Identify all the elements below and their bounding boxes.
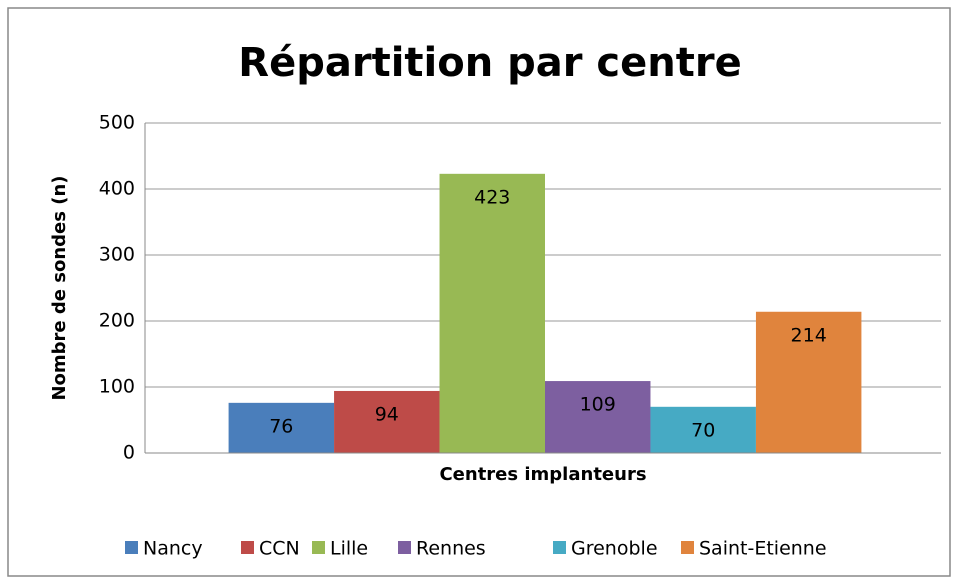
bar	[439, 173, 545, 453]
chart-title: Répartition par centre	[238, 40, 741, 86]
y-tick-label: 300	[99, 244, 135, 266]
legend-swatch	[125, 541, 138, 554]
data-label: 214	[791, 324, 827, 346]
legend-label: Nancy	[143, 538, 203, 560]
legend-swatch	[398, 541, 411, 554]
legend-label: CCN	[259, 538, 300, 560]
data-label: 76	[269, 415, 293, 437]
y-tick-label: 200	[99, 310, 135, 332]
data-label: 423	[474, 186, 510, 208]
data-label: 109	[580, 394, 616, 416]
x-tick-label: Centres implanteurs	[439, 464, 646, 485]
legend-swatch	[681, 541, 694, 554]
y-axis-label: Nombre de sondes (n)	[49, 175, 70, 400]
y-tick-label: 400	[99, 178, 135, 200]
legend-swatch	[241, 541, 254, 554]
legend-swatch	[553, 541, 566, 554]
legend-swatch	[312, 541, 325, 554]
legend-label: Rennes	[416, 538, 486, 560]
bar	[228, 402, 335, 453]
legend-label: Grenoble	[571, 538, 658, 560]
y-tick-label: 100	[99, 376, 135, 398]
bar	[334, 390, 440, 453]
legend-label: Lille	[330, 538, 368, 560]
bar	[650, 406, 756, 453]
bar	[755, 311, 862, 453]
bar	[545, 381, 651, 453]
y-tick-label: 500	[99, 112, 135, 134]
y-tick-label: 0	[123, 442, 135, 464]
legend-label: Saint-Etienne	[699, 538, 827, 560]
data-label: 70	[691, 419, 715, 441]
data-label: 94	[375, 403, 399, 425]
